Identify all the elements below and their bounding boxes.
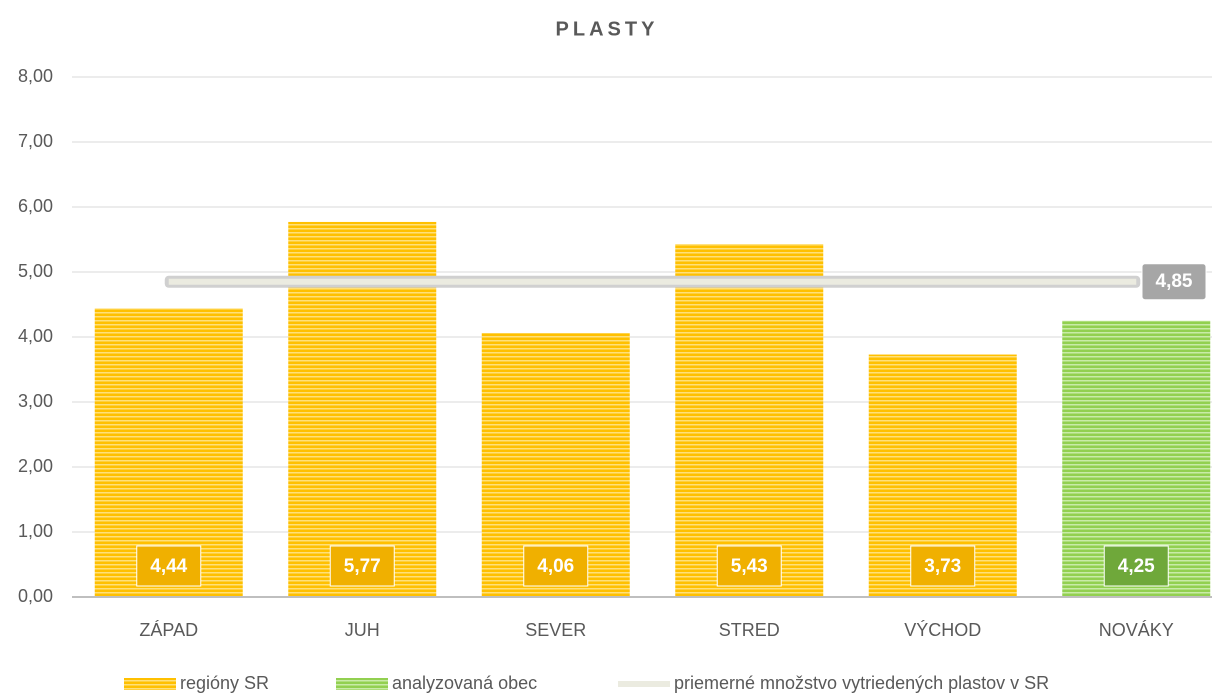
value-label-box: [716, 545, 782, 587]
x-tick-label: JUH: [345, 620, 380, 640]
value-label: 4,06: [537, 556, 574, 577]
value-label: 5,77: [344, 556, 381, 577]
y-tick-label: 4,00: [18, 326, 53, 346]
value-label: 3,73: [924, 556, 961, 577]
x-tick-label: SEVER: [525, 620, 586, 640]
y-tick-label: 5,00: [18, 261, 53, 281]
value-label-box: [910, 545, 976, 587]
value-label: 4,25: [1118, 556, 1155, 577]
legend-label: priemerné množstvo vytriedených plastov …: [674, 673, 1049, 693]
y-tick-label: 7,00: [18, 131, 53, 151]
chart-title: PLASTY: [556, 18, 659, 40]
reference-label-box: [1141, 263, 1207, 301]
legend-label: regióny SR: [180, 673, 269, 693]
legend-swatch: [124, 678, 176, 690]
reference-label: 4,85: [1156, 271, 1193, 292]
x-tick-label: NOVÁKY: [1099, 620, 1174, 640]
legend-label: analyzovaná obec: [392, 673, 537, 693]
x-tick-label: STRED: [719, 620, 780, 640]
value-label-box: [136, 545, 202, 587]
y-tick-label: 6,00: [18, 196, 53, 216]
y-tick-label: 3,00: [18, 391, 53, 411]
y-tick-label: 0,00: [18, 586, 53, 606]
x-tick-label: VÝCHOD: [904, 620, 981, 640]
y-tick-label: 2,00: [18, 456, 53, 476]
bar: [675, 244, 824, 598]
value-label-box: [329, 545, 395, 587]
value-label: 5,43: [731, 556, 768, 577]
legend-swatch: [336, 678, 388, 690]
y-tick-label: 8,00: [18, 66, 53, 86]
value-label: 4,44: [150, 556, 187, 577]
y-tick-label: 1,00: [18, 521, 53, 541]
value-label-box: [1103, 545, 1169, 587]
value-label-box: [523, 545, 589, 587]
x-tick-label: ZÁPAD: [139, 620, 198, 640]
